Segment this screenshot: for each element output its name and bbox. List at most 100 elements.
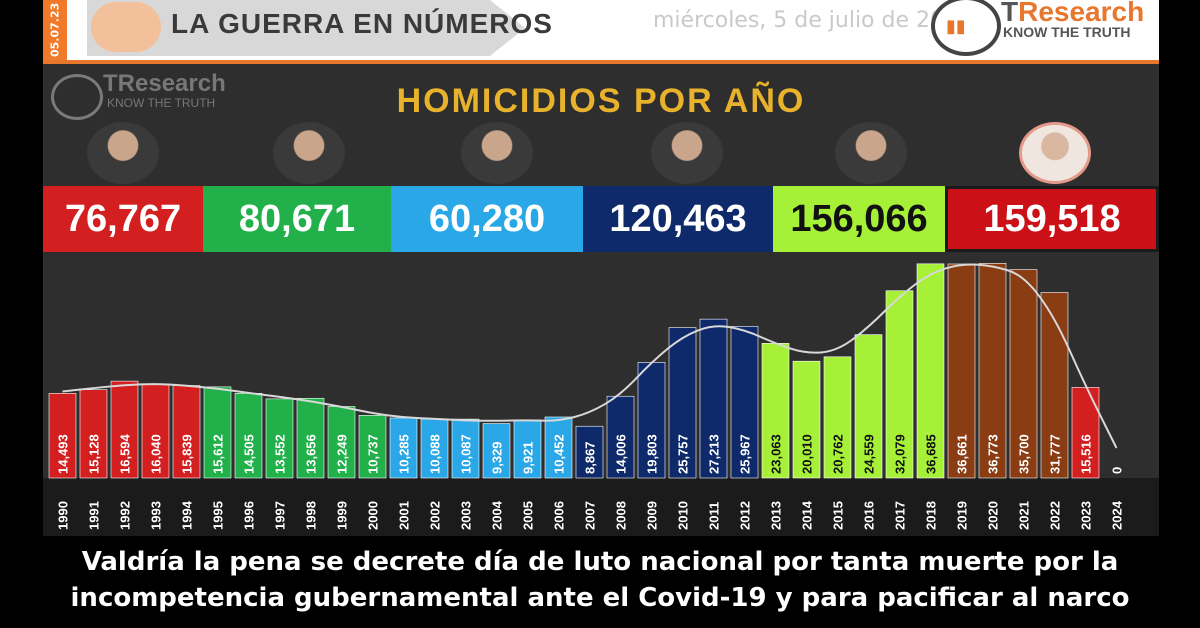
bar-1998	[296, 397, 325, 479]
value-label-2002: 10,088	[428, 434, 443, 474]
year-label-1991: 1991	[87, 501, 102, 530]
year-label-2021: 2021	[1017, 501, 1032, 530]
value-label-2017: 32,079	[893, 434, 908, 474]
bar-2006	[544, 416, 573, 479]
term-total-salinas: 76,767	[43, 186, 203, 252]
year-label-2005: 2005	[521, 501, 536, 530]
bar-1996	[234, 393, 263, 479]
bar-2011	[699, 318, 728, 479]
year-label-2022: 2022	[1048, 501, 1063, 530]
bar-2004	[482, 423, 511, 479]
homicides-bar-chart: 14,493 1990 15,128 1991 16,594 1992 16,040 1993…	[43, 263, 1159, 536]
banner-title: LA GUERRA EN NÚMEROS	[171, 8, 553, 39]
value-label-2006: 10,452	[552, 434, 567, 474]
bar-2022	[1040, 292, 1069, 479]
term-total-fox: 60,280	[391, 186, 583, 252]
bar-2021	[1009, 269, 1038, 479]
value-label-2024: 0	[1110, 467, 1125, 474]
infographic-panel: 05.07.23 LA GUERRA EN NÚMEROS miércoles,…	[43, 0, 1159, 536]
value-label-1997: 13,552	[273, 434, 288, 474]
portrait-amlo	[1019, 122, 1091, 184]
bar-2016	[854, 334, 883, 479]
trend-line	[62, 263, 1118, 449]
year-label-2015: 2015	[831, 501, 846, 530]
term-total-amlo: 159,518	[945, 186, 1159, 252]
value-label-1991: 15,128	[87, 434, 102, 474]
bar-1990	[48, 393, 77, 479]
year-label-1996: 1996	[242, 501, 257, 530]
year-label-1990: 1990	[56, 501, 71, 530]
year-label-2020: 2020	[986, 501, 1001, 530]
year-label-2004: 2004	[490, 500, 505, 530]
term-total-zedillo: 80,671	[203, 186, 391, 252]
bar-1995	[203, 386, 232, 479]
map-icon	[91, 2, 161, 52]
publication-date: miércoles, 5 de julio de 2023	[653, 8, 972, 33]
value-label-1990: 14,493	[56, 434, 71, 474]
value-label-2008: 14,006	[614, 434, 629, 474]
value-label-2022: 31,777	[1048, 434, 1063, 474]
value-label-1996: 14,505	[242, 434, 257, 474]
chart-title: HOMICIDIOS POR AÑO	[396, 82, 806, 120]
value-label-2005: 9,921	[521, 441, 536, 474]
year-label-2013: 2013	[769, 501, 784, 530]
term-total-calderon: 120,463	[583, 186, 773, 252]
portrait-calderon	[651, 122, 723, 184]
year-label-2016: 2016	[862, 501, 877, 530]
bar-2009	[637, 362, 666, 479]
year-label-1995: 1995	[211, 501, 226, 530]
logo-chart-icon: ▮▮	[946, 16, 966, 37]
watermark-tagline: KNOW THE TRUTH	[107, 96, 216, 110]
value-label-2023: 15,516	[1079, 434, 1094, 474]
value-label-2019: 36,661	[955, 434, 970, 474]
bar-2005	[513, 419, 542, 479]
watermark-brand: TResearch	[103, 70, 226, 97]
value-label-2003: 10,087	[459, 434, 474, 474]
year-label-1992: 1992	[118, 501, 133, 530]
year-label-2011: 2011	[707, 502, 722, 530]
bar-1997	[265, 398, 294, 479]
value-label-2014: 20,010	[800, 434, 815, 474]
term-total-pena: 156,066	[773, 186, 945, 252]
portrait-salinas	[87, 122, 159, 184]
portrait-zedillo	[273, 122, 345, 184]
logo-brand: TResearch	[1001, 0, 1144, 28]
year-label-2008: 2008	[614, 501, 629, 530]
year-label-2001: 2001	[397, 501, 412, 530]
value-label-2013: 23,063	[769, 434, 784, 474]
year-label-2010: 2010	[676, 501, 691, 530]
bar-2017	[885, 290, 914, 479]
bar-2002	[420, 418, 449, 479]
year-label-2014: 2014	[800, 500, 815, 530]
year-label-2019: 2019	[955, 501, 970, 530]
year-label-1997: 1997	[273, 501, 288, 530]
logo-brand-rest: Research	[1018, 0, 1145, 27]
caption-line-1: Valdría la pena se decrete día de luto n…	[81, 547, 1119, 577]
bar-1992	[110, 380, 139, 479]
year-label-2024: 2024	[1110, 500, 1125, 530]
year-label-1993: 1993	[149, 501, 164, 530]
bar-2013	[761, 343, 790, 479]
bar-2008	[606, 395, 635, 479]
term-totals: 76,767 80,671 60,280 120,463 156,066 159…	[43, 186, 1159, 252]
year-label-1994: 1994	[180, 500, 195, 530]
year-axis-strip	[43, 478, 1159, 536]
logo-tagline: KNOW THE TRUTH	[1003, 24, 1131, 40]
year-label-2018: 2018	[924, 501, 939, 530]
value-label-1999: 12,249	[335, 434, 350, 474]
year-label-1998: 1998	[304, 501, 319, 530]
value-label-1992: 16,594	[118, 433, 133, 474]
value-label-2007: 8,867	[583, 441, 598, 474]
bar-2003	[451, 418, 480, 479]
bar-1991	[79, 389, 108, 479]
year-label-2006: 2006	[552, 501, 567, 530]
bar-2014	[792, 360, 821, 479]
value-label-2020: 36,773	[986, 434, 1001, 474]
value-label-2016: 24,559	[862, 434, 877, 474]
value-label-2009: 19,803	[645, 434, 660, 474]
watermark-logo-icon	[51, 74, 103, 120]
bar-2012	[730, 326, 759, 479]
value-label-2011: 27,213	[707, 434, 722, 474]
year-label-2017: 2017	[893, 501, 908, 530]
header-divider	[43, 60, 1159, 64]
